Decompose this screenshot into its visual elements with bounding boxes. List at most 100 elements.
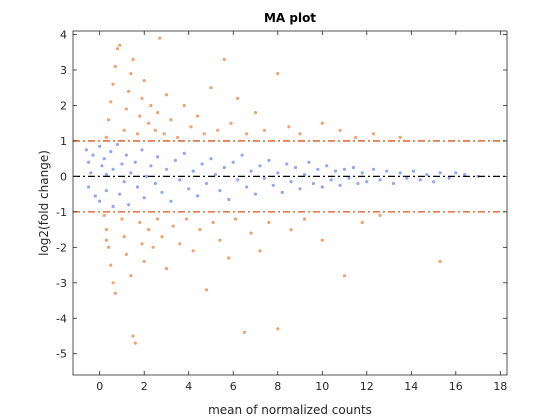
data-point (104, 228, 108, 232)
data-point (211, 220, 215, 225)
y-axis-label: log2(fold change) (37, 150, 51, 256)
data-point (287, 125, 291, 129)
x-tick-label: 6 (230, 380, 237, 393)
data-point (425, 173, 429, 177)
data-point (454, 171, 458, 175)
data-point (354, 135, 358, 139)
data-point (113, 64, 117, 69)
data-point (91, 153, 95, 157)
data-point (176, 135, 180, 139)
data-point (365, 180, 369, 184)
data-point (109, 150, 113, 154)
data-point (142, 79, 146, 83)
x-tick-label: 16 (449, 380, 463, 393)
data-point (113, 291, 117, 295)
data-point (102, 157, 106, 161)
data-point (204, 288, 209, 292)
data-point (320, 238, 324, 242)
data-point (100, 164, 104, 168)
data-point (171, 224, 175, 228)
data-point (142, 196, 146, 200)
data-point (298, 187, 302, 191)
y-tick-label: 1 (60, 135, 67, 148)
data-point (98, 199, 102, 203)
data-point (209, 86, 213, 90)
data-point (371, 167, 376, 171)
data-point (129, 171, 133, 175)
data-point (280, 190, 284, 194)
data-point (142, 259, 146, 264)
data-point (242, 330, 246, 334)
series-not-significant (84, 142, 480, 209)
data-point (438, 259, 442, 264)
data-point (164, 167, 169, 171)
data-point (398, 135, 402, 139)
data-point (325, 164, 329, 168)
data-point (147, 228, 151, 232)
data-point (342, 274, 347, 278)
data-point (120, 217, 124, 221)
data-point (432, 180, 436, 184)
data-point (258, 164, 262, 168)
y-tick-label: -1 (56, 206, 67, 219)
data-point (320, 185, 324, 189)
data-point (418, 178, 422, 182)
data-point (138, 114, 142, 118)
data-point (135, 132, 140, 136)
data-point (405, 176, 409, 180)
data-point (298, 132, 302, 136)
data-point (447, 176, 451, 180)
data-point (222, 165, 226, 170)
y-tick-label: 0 (60, 170, 67, 183)
data-point (276, 72, 280, 76)
data-point (289, 180, 293, 184)
data-point (151, 245, 155, 249)
data-point (147, 121, 151, 125)
data-point (93, 194, 97, 198)
data-point (129, 274, 133, 278)
data-point (109, 263, 113, 267)
y-tick-label: -5 (56, 348, 67, 361)
data-point (342, 167, 347, 171)
data-point (169, 118, 173, 122)
data-point (160, 190, 164, 194)
reference-lines (73, 140, 507, 213)
data-point (124, 252, 128, 256)
data-point (262, 176, 266, 180)
data-point (140, 148, 144, 152)
data-point (222, 57, 226, 62)
data-point (398, 171, 402, 175)
data-point (127, 203, 131, 207)
data-point (178, 178, 182, 182)
data-point (140, 96, 144, 100)
data-point (307, 160, 311, 164)
axes-frame (72, 30, 508, 376)
data-point (156, 217, 160, 221)
data-point (111, 167, 115, 171)
data-point (133, 341, 137, 345)
data-point (87, 185, 91, 189)
data-point (109, 100, 113, 104)
data-point (320, 121, 324, 125)
data-point (153, 128, 157, 132)
data-point (182, 151, 186, 155)
axes-background (73, 31, 507, 375)
data-point (329, 178, 333, 182)
data-point (302, 217, 307, 221)
data-point (378, 213, 382, 217)
data-point (356, 181, 360, 186)
data-point (122, 128, 126, 132)
data-point (285, 162, 289, 166)
data-point (294, 165, 298, 170)
data-point (191, 249, 195, 253)
data-point (104, 189, 108, 193)
data-point (158, 36, 162, 40)
x-tick-label: 14 (404, 380, 418, 393)
x-tick-label: 8 (274, 380, 281, 393)
data-point (249, 169, 253, 173)
data-point (111, 82, 115, 86)
data-point (118, 43, 122, 47)
